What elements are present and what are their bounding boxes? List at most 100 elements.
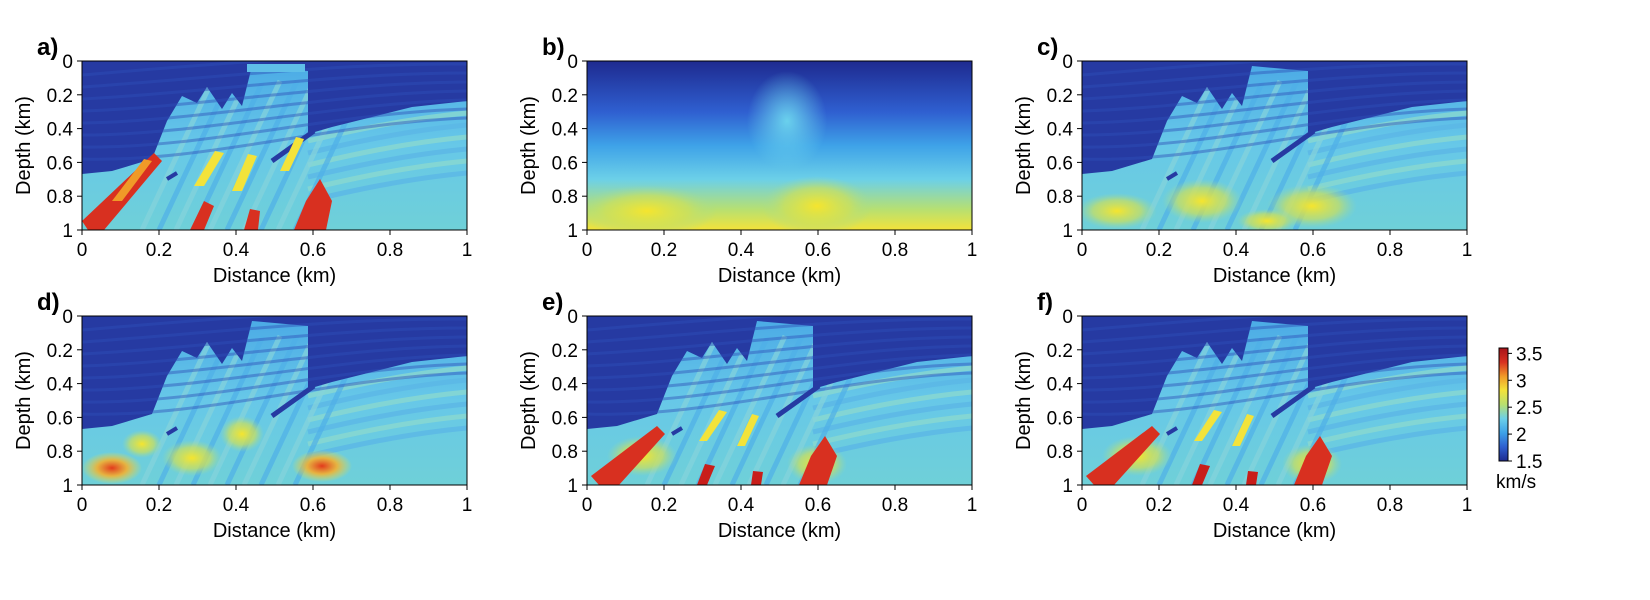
colorbar-tick-label: 2	[1516, 425, 1527, 446]
y-axis-label: Depth (km)	[13, 96, 35, 195]
y-tick-label: 0.4	[1047, 120, 1074, 141]
x-tick-label: 0.2	[1146, 495, 1172, 516]
x-tick-label: 0.6	[1300, 495, 1326, 516]
panel-label: b)	[542, 34, 565, 61]
plot-frame	[81, 315, 468, 486]
velocity-field	[82, 61, 467, 230]
x-tick-label: 0.4	[223, 240, 250, 261]
y-tick-label: 0	[567, 52, 578, 73]
y-tick-label: 0.8	[47, 187, 73, 208]
x-tick-label: 1	[462, 240, 473, 261]
y-tick-label: 1	[567, 476, 578, 497]
y-tick-label: 0.8	[1047, 442, 1073, 463]
y-tick-label: 0.4	[552, 120, 579, 141]
x-tick-label: 0.8	[882, 495, 908, 516]
y-axis-label: Depth (km)	[518, 351, 540, 450]
panel-label: a)	[37, 34, 58, 61]
y-axis-label: Depth (km)	[1013, 96, 1035, 195]
plot-frame	[1081, 315, 1468, 486]
x-axis-label: Distance (km)	[1213, 265, 1336, 287]
x-tick-label: 0	[1077, 240, 1088, 261]
x-tick-label: 0.6	[300, 240, 326, 261]
y-tick-label: 1	[62, 221, 73, 242]
y-tick-label: 1	[62, 476, 73, 497]
y-axis-label: Depth (km)	[1013, 351, 1035, 450]
x-axis-label: Distance (km)	[213, 265, 336, 287]
x-tick-label: 0.4	[728, 495, 755, 516]
x-tick-label: 0	[77, 240, 88, 261]
x-tick-label: 0.6	[1300, 240, 1326, 261]
x-tick-label: 0.2	[1146, 240, 1172, 261]
colorbar-tick-label: 1.5	[1516, 452, 1542, 473]
y-tick-label: 0.6	[47, 153, 73, 174]
x-tick-label: 0.4	[1223, 240, 1250, 261]
x-tick-label: 0.4	[1223, 495, 1250, 516]
x-tick-label: 0.6	[805, 240, 831, 261]
x-tick-label: 0.6	[300, 495, 326, 516]
y-axis-label: Depth (km)	[518, 96, 540, 195]
plot-frame	[586, 315, 973, 486]
y-tick-label: 1	[1062, 221, 1073, 242]
x-tick-label: 1	[1462, 240, 1473, 261]
y-tick-label: 0.4	[552, 375, 579, 396]
colorbar-unit: km/s	[1496, 472, 1536, 493]
y-tick-label: 0	[567, 307, 578, 328]
y-tick-label: 0.4	[47, 375, 74, 396]
y-tick-label: 0.6	[552, 408, 578, 429]
x-tick-label: 0.8	[882, 240, 908, 261]
colorbar-tick-label: 3	[1516, 371, 1527, 392]
y-tick-label: 0	[62, 307, 73, 328]
plot-frame	[586, 60, 973, 231]
x-axis-label: Distance (km)	[1213, 520, 1336, 542]
y-tick-label: 0.2	[47, 341, 73, 362]
y-tick-label: 0.6	[1047, 408, 1073, 429]
x-tick-label: 0.6	[805, 495, 831, 516]
x-tick-label: 0.2	[651, 240, 677, 261]
y-axis-label: Depth (km)	[13, 351, 35, 450]
colorbar: 1.5 2 2.5 3 3.5 km/s	[1496, 344, 1542, 493]
x-axis-label: Distance (km)	[718, 520, 841, 542]
y-tick-label: 0.8	[552, 442, 578, 463]
plot-frame	[1081, 60, 1468, 231]
x-tick-label: 1	[967, 240, 978, 261]
y-tick-label: 0.6	[47, 408, 73, 429]
y-tick-label: 0.2	[552, 86, 578, 107]
x-axis-label: Distance (km)	[213, 520, 336, 542]
x-tick-label: 0.2	[146, 240, 172, 261]
y-tick-label: 1	[1062, 476, 1073, 497]
y-tick-label: 0.8	[552, 187, 578, 208]
velocity-field	[587, 61, 972, 230]
y-tick-label: 0.8	[47, 442, 73, 463]
colorbar-tick-label: 3.5	[1516, 344, 1542, 365]
y-tick-label: 0.4	[47, 120, 74, 141]
panel-label: e)	[542, 289, 563, 316]
x-tick-label: 1	[1462, 495, 1473, 516]
x-tick-label: 0.8	[1377, 495, 1403, 516]
x-tick-label: 1	[967, 495, 978, 516]
plot-frame	[81, 60, 468, 231]
x-tick-label: 0.4	[728, 240, 755, 261]
x-tick-label: 0.8	[377, 495, 403, 516]
velocity-field	[587, 316, 972, 485]
x-tick-label: 0.2	[146, 495, 172, 516]
x-tick-label: 0	[582, 495, 593, 516]
y-tick-label: 0.2	[1047, 86, 1073, 107]
x-tick-label: 0	[582, 240, 593, 261]
velocity-field	[1082, 61, 1467, 230]
x-tick-label: 0.2	[651, 495, 677, 516]
y-tick-label: 0.4	[1047, 375, 1074, 396]
y-tick-label: 0.2	[552, 341, 578, 362]
y-tick-label: 0.8	[1047, 187, 1073, 208]
x-tick-label: 0	[77, 495, 88, 516]
y-tick-label: 0	[62, 52, 73, 73]
panel-label: c)	[1037, 34, 1058, 61]
x-tick-label: 1	[462, 495, 473, 516]
y-tick-label: 0.6	[552, 153, 578, 174]
colorbar-tick-label: 2.5	[1516, 398, 1542, 419]
